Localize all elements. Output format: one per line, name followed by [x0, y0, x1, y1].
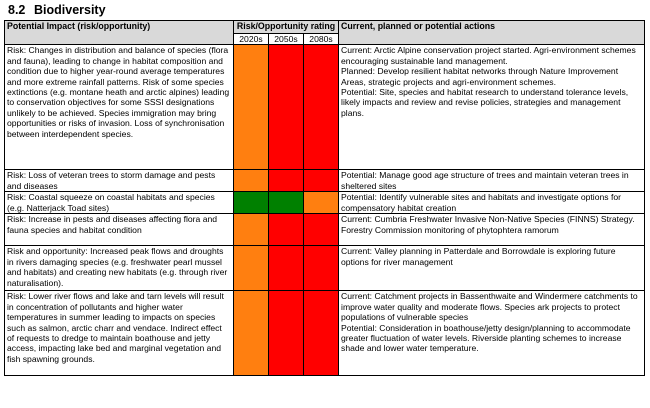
table-row: Risk and opportunity: Increased peak flo…	[4, 245, 646, 292]
table-row: Risk: Coastal squeeze on coastal habitat…	[4, 191, 646, 215]
header-period-2050s: 2050s	[268, 32, 304, 46]
table-row: Risk: Loss of veteran trees to storm dam…	[4, 169, 646, 193]
impact-cell: Risk: Loss of veteran trees to storm dam…	[4, 169, 234, 193]
section-heading: 8.2 Biodiversity	[8, 3, 106, 17]
actions-cell: Current: Arctic Alpine conservation proj…	[338, 44, 646, 171]
action-line: Potential: Site, species and habitat res…	[341, 87, 629, 118]
action-line: Current: Arctic Alpine conservation proj…	[341, 45, 636, 66]
action-line: Current: Valley planning in Patterdale a…	[341, 246, 616, 267]
impact-cell: Risk: Lower river flows and lake and tar…	[4, 290, 234, 377]
action-line: Current: Catchment projects in Bassenthw…	[341, 291, 638, 323]
rating-cell-2050s	[268, 245, 304, 292]
rating-cell-2080s	[302, 245, 340, 292]
rating-cell-2080s	[302, 169, 340, 193]
table-row: Risk: Lower river flows and lake and tar…	[4, 290, 646, 377]
rating-cell-2080s	[302, 191, 340, 215]
actions-cell: Current: Valley planning in Patterdale a…	[338, 245, 646, 292]
rating-cell-2050s	[268, 191, 304, 215]
table-row: Risk: Changes in distribution and balanc…	[4, 44, 646, 171]
action-line: Planned: Develop resilient habitat netwo…	[341, 66, 619, 87]
rating-cell-2050s	[268, 44, 304, 171]
impact-cell: Risk: Changes in distribution and balanc…	[4, 44, 234, 171]
action-line: Potential: Consideration in boathouse/je…	[341, 322, 631, 354]
actions-cell: Potential: Manage good age structure of …	[338, 169, 646, 193]
section-title: Biodiversity	[34, 3, 106, 17]
section-number: 8.2	[8, 3, 26, 17]
rating-cell-2020s	[233, 169, 269, 193]
header-rating: Risk/Opportunity rating	[232, 20, 340, 34]
rating-cell-2080s	[302, 213, 340, 247]
impact-cell: Risk: Coastal squeeze on coastal habitat…	[4, 191, 234, 215]
action-line: Potential: Identify vulnerable sites and…	[341, 192, 621, 213]
table-row: Risk: Increase in pests and diseases aff…	[4, 213, 646, 247]
impact-cell: Risk and opportunity: Increased peak flo…	[4, 245, 234, 292]
rating-cell-2050s	[268, 213, 304, 247]
rating-cell-2020s	[233, 213, 269, 247]
header-actions: Current, planned or potential actions	[338, 19, 646, 46]
rating-cell-2020s	[233, 245, 269, 292]
rating-cell-2050s	[268, 290, 304, 377]
rating-cell-2080s	[302, 44, 340, 171]
rating-cell-2020s	[233, 191, 269, 215]
rating-cell-2020s	[233, 290, 269, 377]
actions-cell: Current: Catchment projects in Bassenthw…	[338, 290, 646, 377]
impact-cell: Risk: Increase in pests and diseases aff…	[4, 213, 234, 247]
action-line: Current: Cumbria Freshwater Invasive Non…	[341, 214, 635, 235]
biodiversity-risk-table: Potential Impact (risk/opportunity) Risk…	[4, 19, 646, 377]
header-impact: Potential Impact (risk/opportunity)	[4, 19, 234, 46]
action-line: Potential: Manage good age structure of …	[341, 170, 629, 191]
actions-cell: Potential: Identify vulnerable sites and…	[338, 191, 646, 215]
rating-cell-2050s	[268, 169, 304, 193]
actions-cell: Current: Cumbria Freshwater Invasive Non…	[338, 213, 646, 247]
rating-cell-2020s	[233, 44, 269, 171]
header-period-2080s: 2080s	[302, 32, 340, 46]
header-period-2020s: 2020s	[233, 32, 269, 46]
rating-cell-2080s	[302, 290, 340, 377]
